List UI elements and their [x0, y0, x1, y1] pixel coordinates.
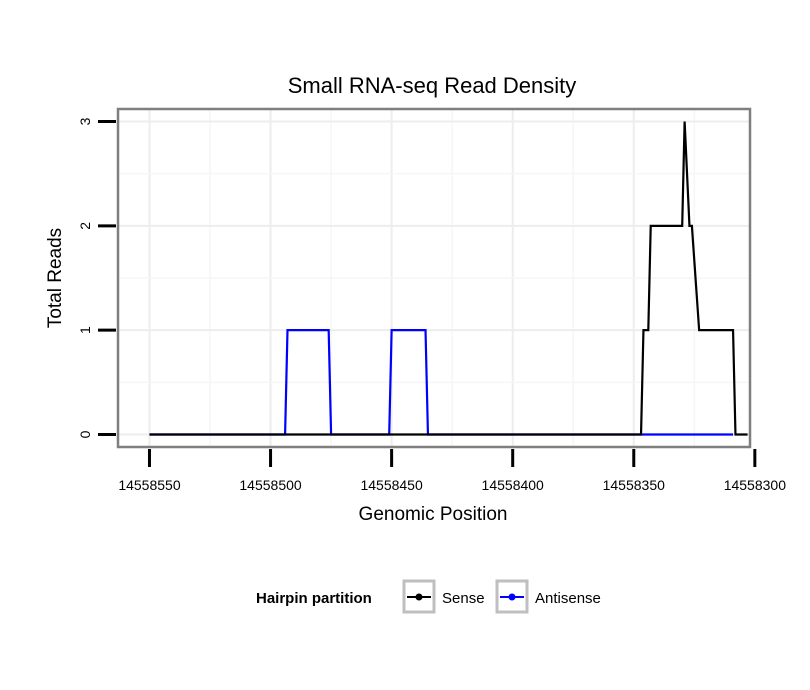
- x-tick-label: 14558500: [239, 477, 302, 493]
- y-tick-label: 0: [77, 430, 93, 438]
- legend-item-antisense: Antisense: [495, 579, 601, 614]
- x-tick-label: 14558400: [482, 477, 545, 493]
- y-tick-label: 3: [77, 117, 93, 125]
- y-axis-title: Total Reads: [45, 228, 66, 328]
- x-tick-label: 14558450: [360, 477, 423, 493]
- x-tick-label: 14558300: [724, 477, 787, 493]
- x-axis: 14558550 14558500 14558450 14558400 14558350…: [118, 449, 786, 493]
- x-axis-title: Genomic Position: [359, 504, 508, 525]
- legend: Hairpin partition Sense Antisense: [256, 579, 601, 614]
- series-line-sense: [149, 121, 748, 436]
- series-layer: [149, 121, 748, 436]
- chart-title: Small RNA-seq Read Density: [288, 73, 577, 98]
- y-axis: 0 1 2 3: [77, 117, 116, 438]
- plot-border: [116, 107, 752, 449]
- legend-label: Antisense: [535, 590, 601, 607]
- x-tick-label: 14558350: [603, 477, 666, 493]
- y-tick-label: 1: [77, 326, 93, 334]
- legend-key-point: [415, 593, 423, 601]
- legend-key-point: [508, 593, 516, 601]
- y-tick-label: 2: [77, 222, 93, 230]
- legend-title: Hairpin partition: [256, 590, 372, 607]
- x-tick-label: 14558550: [118, 477, 181, 493]
- legend-item-sense: Sense: [402, 579, 485, 614]
- legend-label: Sense: [442, 590, 485, 607]
